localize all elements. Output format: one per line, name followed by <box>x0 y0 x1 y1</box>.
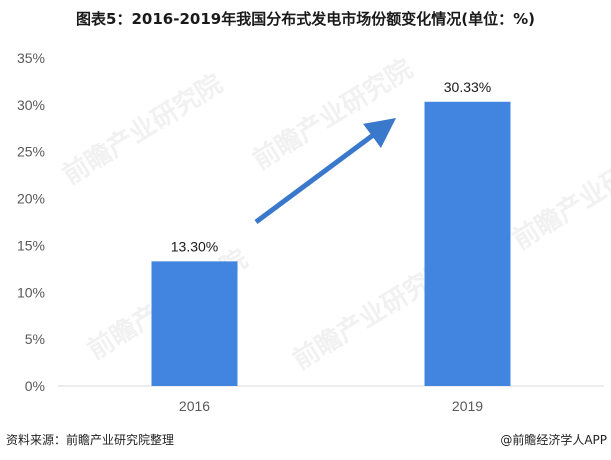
y-tick-label: 25% <box>17 144 45 160</box>
x-tick-label-2019: 2019 <box>452 398 483 414</box>
data-label-2019: 30.33% <box>444 79 491 95</box>
bar-2019 <box>424 101 511 386</box>
y-tick-label: 35% <box>17 50 45 66</box>
watermark-text: 前瞻产业研究院 <box>247 53 418 176</box>
y-axis: 0% 5% 10% 15% 20% 25% 30% 35% <box>17 50 45 394</box>
x-tick-label-2016: 2016 <box>179 398 210 414</box>
y-tick-label: 20% <box>17 191 45 207</box>
trend-arrow <box>254 118 397 225</box>
bar-chart: 前瞻产业研究院 前瞻产业研究院 前瞻产业研究院 前瞻产业研究院 前瞻产业研究院 … <box>17 50 611 414</box>
chart-title: 图表5：2016-2019年我国分布式发电市场份额变化情况(单位：%) <box>76 10 535 28</box>
x-axis: 2016 2019 <box>58 385 604 414</box>
credit-note: @前瞻经济学人APP <box>500 433 607 447</box>
bar-2016 <box>151 261 238 386</box>
y-tick-label: 0% <box>25 378 45 394</box>
y-tick-label: 10% <box>17 284 45 300</box>
watermark-text: 前瞻产业研究院 <box>507 133 611 256</box>
y-tick-label: 5% <box>25 331 45 347</box>
watermark-layer: 前瞻产业研究院 前瞻产业研究院 前瞻产业研究院 前瞻产业研究院 前瞻产业研究院 <box>57 53 611 376</box>
bars <box>151 101 511 386</box>
y-tick-label: 30% <box>17 97 45 113</box>
data-label-2016: 13.30% <box>171 238 218 254</box>
bar-data-labels: 13.30% 30.33% <box>171 79 491 255</box>
watermark-text: 前瞻产业研究院 <box>57 68 228 191</box>
source-note: 资料来源：前瞻产业研究院整理 <box>6 433 175 447</box>
y-tick-label: 15% <box>17 237 45 253</box>
